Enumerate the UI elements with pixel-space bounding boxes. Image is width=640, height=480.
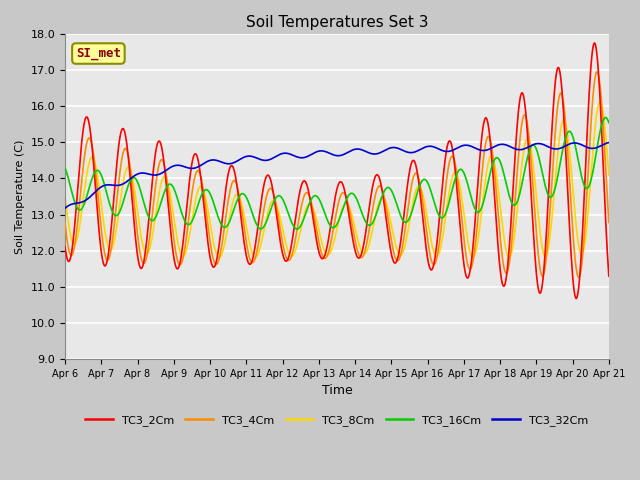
- Line: TC3_2Cm: TC3_2Cm: [65, 43, 609, 299]
- TC3_16Cm: [293, 226, 301, 232]
- TC3_32Cm: [555, 146, 563, 152]
- TC3_2Cm: [204, 239, 212, 244]
- TC3_32Cm: [435, 146, 443, 152]
- TC3_4Cm: [204, 221, 212, 227]
- TC3_16Cm: [180, 217, 188, 223]
- TC3_16Cm: [605, 120, 612, 125]
- TC3_32Cm: [204, 158, 212, 164]
- TC3_4Cm: [180, 248, 188, 254]
- Line: TC3_32Cm: TC3_32Cm: [65, 143, 609, 208]
- TC3_4Cm: [381, 199, 389, 205]
- TC3_32Cm: [605, 140, 612, 145]
- Line: TC3_16Cm: TC3_16Cm: [65, 118, 609, 229]
- Line: TC3_4Cm: TC3_4Cm: [65, 72, 609, 277]
- TC3_2Cm: [328, 211, 336, 217]
- TC3_8Cm: [435, 251, 443, 256]
- TC3_2Cm: [573, 296, 580, 301]
- Legend: TC3_2Cm, TC3_4Cm, TC3_8Cm, TC3_16Cm, TC3_32Cm: TC3_2Cm, TC3_4Cm, TC3_8Cm, TC3_16Cm, TC3…: [81, 410, 593, 430]
- TC3_4Cm: [605, 219, 612, 225]
- TC3_4Cm: [435, 243, 443, 249]
- TC3_8Cm: [328, 244, 336, 250]
- TC3_16Cm: [556, 163, 564, 168]
- TC3_8Cm: [61, 193, 69, 199]
- TC3_16Cm: [204, 187, 212, 193]
- TC3_8Cm: [605, 172, 612, 178]
- TC3_16Cm: [382, 186, 390, 192]
- Text: SI_met: SI_met: [76, 47, 121, 60]
- TC3_4Cm: [328, 232, 336, 238]
- TC3_2Cm: [180, 228, 188, 233]
- TC3_8Cm: [556, 133, 564, 139]
- TC3_32Cm: [61, 205, 69, 211]
- TC3_8Cm: [204, 206, 212, 212]
- TC3_16Cm: [330, 225, 337, 230]
- TC3_32Cm: [180, 164, 188, 169]
- TC3_8Cm: [180, 252, 188, 258]
- TC3_2Cm: [591, 40, 598, 46]
- Line: TC3_8Cm: TC3_8Cm: [65, 102, 609, 258]
- X-axis label: Time: Time: [321, 384, 352, 397]
- TC3_4Cm: [61, 220, 69, 226]
- TC3_16Cm: [61, 165, 69, 171]
- TC3_8Cm: [505, 255, 513, 261]
- TC3_32Cm: [328, 152, 336, 157]
- TC3_2Cm: [61, 244, 69, 250]
- TC3_4Cm: [555, 95, 563, 100]
- TC3_2Cm: [605, 273, 612, 279]
- TC3_2Cm: [435, 221, 443, 227]
- Y-axis label: Soil Temperature (C): Soil Temperature (C): [15, 139, 25, 254]
- Title: Soil Temperatures Set 3: Soil Temperatures Set 3: [246, 15, 428, 30]
- TC3_16Cm: [436, 214, 444, 219]
- TC3_16Cm: [602, 115, 610, 120]
- TC3_8Cm: [381, 197, 389, 203]
- TC3_2Cm: [555, 65, 563, 71]
- TC3_4Cm: [593, 69, 600, 75]
- TC3_32Cm: [381, 147, 389, 153]
- TC3_4Cm: [575, 275, 582, 280]
- TC3_8Cm: [596, 99, 604, 105]
- TC3_2Cm: [381, 209, 389, 215]
